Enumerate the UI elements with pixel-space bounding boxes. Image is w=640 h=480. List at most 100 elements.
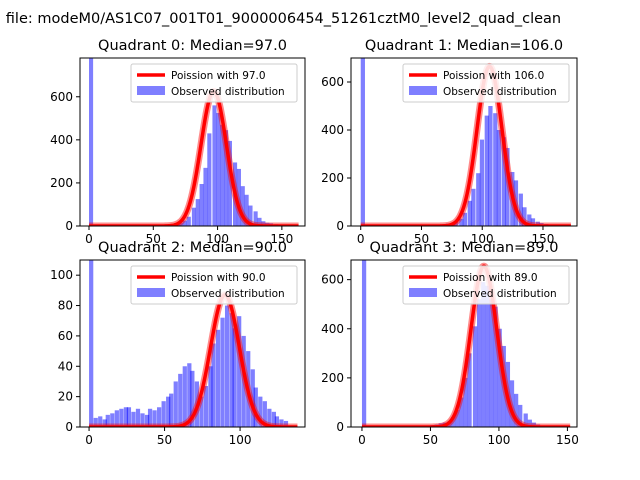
x-tick-label: 100 xyxy=(487,433,510,447)
x-tick-label: 50 xyxy=(423,433,438,447)
hist-bar xyxy=(236,168,241,226)
hist-bar xyxy=(114,410,119,427)
legend-hist-swatch xyxy=(137,288,165,297)
x-tick-label: 0 xyxy=(357,232,365,246)
hist-bar xyxy=(484,115,489,226)
legend: Poission with 90.0 Observed distribution xyxy=(130,265,298,305)
x-tick-label: 100 xyxy=(471,232,494,246)
hist-bar xyxy=(454,221,459,226)
hist-bar xyxy=(518,404,523,427)
hist-bar xyxy=(208,366,213,427)
hist-bar xyxy=(455,409,460,427)
hist-bar xyxy=(105,414,110,427)
legend-box xyxy=(130,63,298,103)
hist-bar xyxy=(509,380,515,427)
hist-bar xyxy=(227,140,232,226)
hist-bar xyxy=(527,214,532,226)
y-tick-label: 400 xyxy=(321,322,344,336)
hist-bar xyxy=(199,184,204,226)
x-tick-label: 100 xyxy=(206,232,229,246)
hist-bar xyxy=(463,377,468,427)
y-tick-label: 40 xyxy=(58,359,73,373)
y-tick-label: 200 xyxy=(321,171,344,185)
hist-bar xyxy=(467,353,472,427)
legend-hist-label: Observed distribution xyxy=(171,86,285,98)
hist-bar xyxy=(523,413,528,427)
x-tick-label: 100 xyxy=(229,433,252,447)
hist-bar xyxy=(459,397,464,427)
panel-title: Quadrant 0: Median=97.0 xyxy=(98,38,287,54)
poisson-curve xyxy=(88,293,299,427)
hist-bar xyxy=(283,420,289,427)
hist-bar xyxy=(203,167,208,226)
hist-bar xyxy=(161,401,166,427)
hist-bar xyxy=(274,416,280,427)
hist-bar xyxy=(89,58,94,226)
hist-bar xyxy=(215,329,221,427)
hist-bar xyxy=(472,326,478,427)
hist-bar xyxy=(147,408,153,427)
hist-bar xyxy=(207,133,212,226)
hist-bar xyxy=(467,200,472,226)
chart-panel-1: 0 50 100 150 0 200 400 600 Quadrant 1: Median=10… xyxy=(321,38,578,246)
hist-bar xyxy=(262,401,267,427)
hist-bar xyxy=(513,393,519,427)
hist-bar xyxy=(166,396,171,427)
hist-bar xyxy=(250,369,255,427)
figure-suptitle: n file: modeM0/AS1C07_001T01_9000006454_… xyxy=(0,11,640,35)
y-tick-label: 600 xyxy=(321,273,344,287)
chart-panel-0: 0 50 100 150 0 200 400 600 Quadrant 0: Median=97… xyxy=(50,38,306,246)
hist-bar xyxy=(178,373,183,427)
hist-bar xyxy=(98,416,103,427)
legend-box xyxy=(130,265,298,305)
panel-title: Quadrant 1: Median=106.0 xyxy=(365,38,563,54)
legend-hist-swatch xyxy=(409,288,437,297)
hist-bar xyxy=(182,220,187,226)
hist-bar xyxy=(187,363,192,427)
figure-suptitle-text: n file: modeM0/AS1C07_001T01_9000006454_… xyxy=(0,11,562,27)
legend-hist-label: Observed distribution xyxy=(171,288,285,300)
axes-frame xyxy=(79,259,306,428)
hist-bar xyxy=(152,410,157,427)
y-tick-label: 0 xyxy=(336,420,344,434)
hist-bar xyxy=(535,221,540,226)
hist-bar xyxy=(190,370,195,427)
hist-bar xyxy=(267,408,272,427)
hist-bar xyxy=(248,205,253,226)
x-tick-label: 150 xyxy=(270,232,293,246)
hist-bar xyxy=(131,411,136,427)
hist-bar xyxy=(361,260,367,427)
hist-bar xyxy=(195,199,200,226)
hist-bar xyxy=(488,106,493,226)
hist-bar xyxy=(462,212,468,226)
x-tick-label: 150 xyxy=(556,433,579,447)
hist-bar xyxy=(173,381,178,427)
hist-bar xyxy=(220,124,225,226)
y-tick-label: 100 xyxy=(50,268,73,282)
hist-bar xyxy=(279,419,284,427)
hist-bar xyxy=(530,218,536,226)
hist-bar xyxy=(89,260,94,427)
hist-bar xyxy=(271,411,277,427)
hist-bar xyxy=(241,335,246,427)
y-tick-label: 400 xyxy=(50,133,73,147)
hist-bar xyxy=(220,317,225,427)
hist-bar xyxy=(135,408,141,427)
hist-bar xyxy=(119,408,124,427)
hist-bar xyxy=(123,407,129,427)
legend-box xyxy=(402,63,570,103)
legend-box xyxy=(402,265,570,305)
legend: Poission with 89.0 Observed distribution xyxy=(402,265,570,305)
hist-bar xyxy=(489,299,494,427)
axes-frame xyxy=(79,57,306,227)
legend: Poission with 97.0 Observed distribution xyxy=(130,63,298,103)
hist-bar xyxy=(186,216,191,226)
x-tick-label: 0 xyxy=(358,433,366,447)
hist-bar xyxy=(493,113,498,226)
hist-bar xyxy=(224,305,230,427)
hist-bar xyxy=(493,306,498,427)
y-tick-label: 600 xyxy=(321,75,344,89)
x-tick-label: 0 xyxy=(85,433,93,447)
hist-bar xyxy=(258,396,263,427)
hist-bar xyxy=(224,130,229,226)
